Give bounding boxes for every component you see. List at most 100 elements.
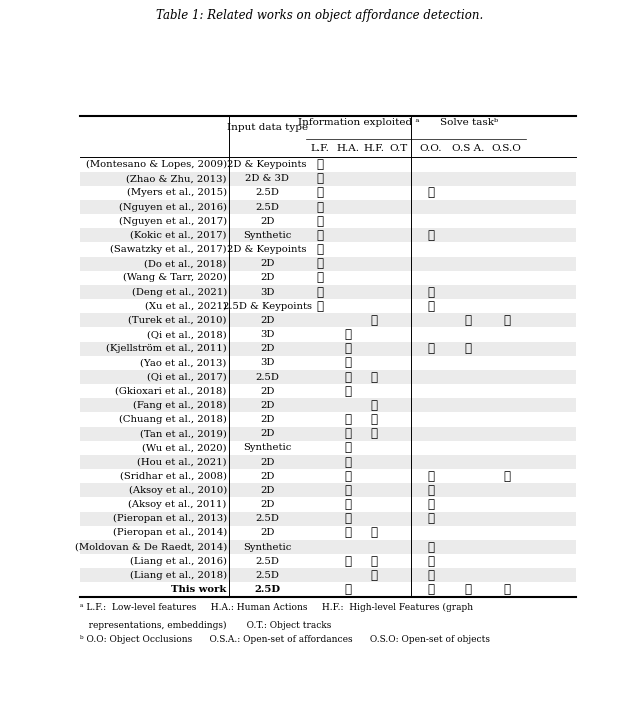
Text: 2.5D: 2.5D [255,514,279,523]
Text: ✓: ✓ [344,413,351,426]
Text: H.F.: H.F. [364,143,385,153]
Text: ᵇ O.O: Object Occlusions      O.S.A.: Open-set of affordances      O.S.O: Open-s: ᵇ O.O: Object Occlusions O.S.A.: Open-se… [80,635,490,644]
Bar [80,285,576,299]
Text: 2.5D & Keypoints: 2.5D & Keypoints [223,302,312,311]
Text: representations, embeddings)       O.T.: Object tracks: representations, embeddings) O.T.: Objec… [80,621,332,630]
Text: ✓: ✓ [371,371,378,384]
Text: 2D & Keypoints: 2D & Keypoints [227,160,307,169]
Text: ✓: ✓ [317,272,324,284]
Text: (Deng et al., 2021): (Deng et al., 2021) [132,287,227,297]
Bar [80,426,576,441]
Text: ✓: ✓ [371,413,378,426]
Text: 2.5D: 2.5D [255,571,279,580]
Text: 2D: 2D [260,458,275,466]
Text: ✓: ✓ [465,342,472,355]
Text: (Montesano & Lopes, 2009): (Montesano & Lopes, 2009) [86,160,227,169]
Text: (Fang et al., 2018): (Fang et al., 2018) [133,401,227,410]
Text: (Wu et al., 2020): (Wu et al., 2020) [142,443,227,452]
Text: ✓: ✓ [344,484,351,497]
Text: 3D: 3D [260,287,275,297]
Text: (Kokic et al., 2017): (Kokic et al., 2017) [131,231,227,240]
Text: (Gkioxari et al., 2018): (Gkioxari et al., 2018) [115,386,227,396]
Text: ✓: ✓ [427,512,434,525]
Text: ✓: ✓ [427,299,434,313]
Text: 2.5D: 2.5D [255,202,279,212]
Text: (Kjellström et al., 2011): (Kjellström et al., 2011) [106,344,227,353]
Text: 2D: 2D [260,500,275,509]
Text: (Sridhar et al., 2008): (Sridhar et al., 2008) [120,472,227,481]
Text: 3D: 3D [260,330,275,339]
Text: ✓: ✓ [344,498,351,511]
Bar [80,257,576,271]
Text: 2D: 2D [260,273,275,282]
Text: 2D & 3D: 2D & 3D [245,174,289,183]
Text: Information exploited ᵃ: Information exploited ᵃ [298,118,419,128]
Text: (Zhao & Zhu, 2013): (Zhao & Zhu, 2013) [126,174,227,183]
Text: H.A.: H.A. [337,143,359,153]
Text: (Pieropan et al., 2013): (Pieropan et al., 2013) [113,514,227,523]
Text: 2D: 2D [260,528,275,538]
Text: ✓: ✓ [344,526,351,539]
Bar [80,483,576,498]
Text: ✓: ✓ [344,328,351,341]
Text: 2D: 2D [260,316,275,325]
Text: O.S.O: O.S.O [492,143,522,153]
Bar [80,399,576,412]
Text: (Myers et al., 2015): (Myers et al., 2015) [127,188,227,198]
Text: (Nguyen et al., 2016): (Nguyen et al., 2016) [119,202,227,212]
Text: ✓: ✓ [317,215,324,227]
Text: ✓: ✓ [344,441,351,454]
Bar [80,342,576,356]
Text: ✓: ✓ [344,427,351,440]
Text: 2D: 2D [260,415,275,424]
Text: 2D: 2D [260,260,275,268]
Text: ✓: ✓ [317,285,324,299]
Text: (Liang et al., 2016): (Liang et al., 2016) [130,557,227,565]
Text: ✓: ✓ [427,229,434,242]
Text: ✓: ✓ [427,484,434,497]
Bar [80,512,576,525]
Text: (Nguyen et al., 2017): (Nguyen et al., 2017) [118,217,227,226]
Text: (Do et al., 2018): (Do et al., 2018) [145,260,227,268]
Text: ✓: ✓ [371,314,378,327]
Text: L.F.: L.F. [310,143,330,153]
Text: ✓: ✓ [317,173,324,185]
Text: (Chuang et al., 2018): (Chuang et al., 2018) [119,415,227,424]
Text: ✓: ✓ [344,583,351,596]
Text: ᵃ L.F.:  Low-level features     H.A.: Human Actions     H.F.:  High-level Featur: ᵃ L.F.: Low-level features H.A.: Human A… [80,603,473,612]
Text: 3D: 3D [260,359,275,367]
Text: 2D: 2D [260,217,275,226]
Text: ✓: ✓ [465,314,472,327]
Bar [80,568,576,583]
Text: Solve taskᵇ: Solve taskᵇ [440,118,498,128]
Text: 2D: 2D [260,386,275,396]
Text: (Sawatzky et al., 2017): (Sawatzky et al., 2017) [110,245,227,254]
Text: Synthetic: Synthetic [243,443,291,452]
Text: ✓: ✓ [344,342,351,355]
Text: 2.5D: 2.5D [255,372,279,381]
Bar [80,228,576,242]
Text: ✓: ✓ [427,555,434,568]
Text: (Aksoy et al., 2010): (Aksoy et al., 2010) [129,486,227,495]
Text: ✓: ✓ [344,356,351,369]
Text: O.O.: O.O. [419,143,442,153]
Text: (Moldovan & De Raedt, 2014): (Moldovan & De Raedt, 2014) [75,543,227,551]
Text: ✓: ✓ [427,498,434,511]
Text: Input data type: Input data type [227,123,308,132]
Text: (Qi et al., 2017): (Qi et al., 2017) [147,372,227,381]
Text: (Pieropan et al., 2014): (Pieropan et al., 2014) [113,528,227,538]
Text: (Tan et al., 2019): (Tan et al., 2019) [140,429,227,438]
Text: ✓: ✓ [371,555,378,568]
Text: ✓: ✓ [317,186,324,200]
Text: ✓: ✓ [427,583,434,596]
Text: ✓: ✓ [371,399,378,412]
Text: ✓: ✓ [427,342,434,355]
Text: 2D: 2D [260,344,275,353]
Text: O.S A.: O.S A. [452,143,484,153]
Text: Synthetic: Synthetic [243,231,291,240]
Bar [80,455,576,469]
Text: (Xu et al., 2021): (Xu et al., 2021) [145,302,227,311]
Text: ✓: ✓ [317,257,324,270]
Text: 2.5D: 2.5D [254,585,280,594]
Text: ✓: ✓ [371,427,378,440]
